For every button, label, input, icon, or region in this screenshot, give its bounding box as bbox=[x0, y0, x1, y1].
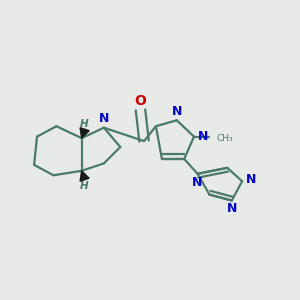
Text: N: N bbox=[198, 130, 208, 142]
Text: H: H bbox=[80, 119, 88, 129]
Text: N: N bbox=[192, 176, 202, 189]
Polygon shape bbox=[80, 171, 89, 181]
Text: H: H bbox=[80, 181, 88, 191]
Polygon shape bbox=[80, 128, 89, 138]
Text: O: O bbox=[135, 94, 146, 108]
Text: N: N bbox=[227, 202, 238, 215]
Text: CH₃: CH₃ bbox=[217, 134, 233, 142]
Text: N: N bbox=[172, 106, 182, 118]
Text: N: N bbox=[99, 112, 110, 125]
Text: N: N bbox=[246, 173, 256, 186]
